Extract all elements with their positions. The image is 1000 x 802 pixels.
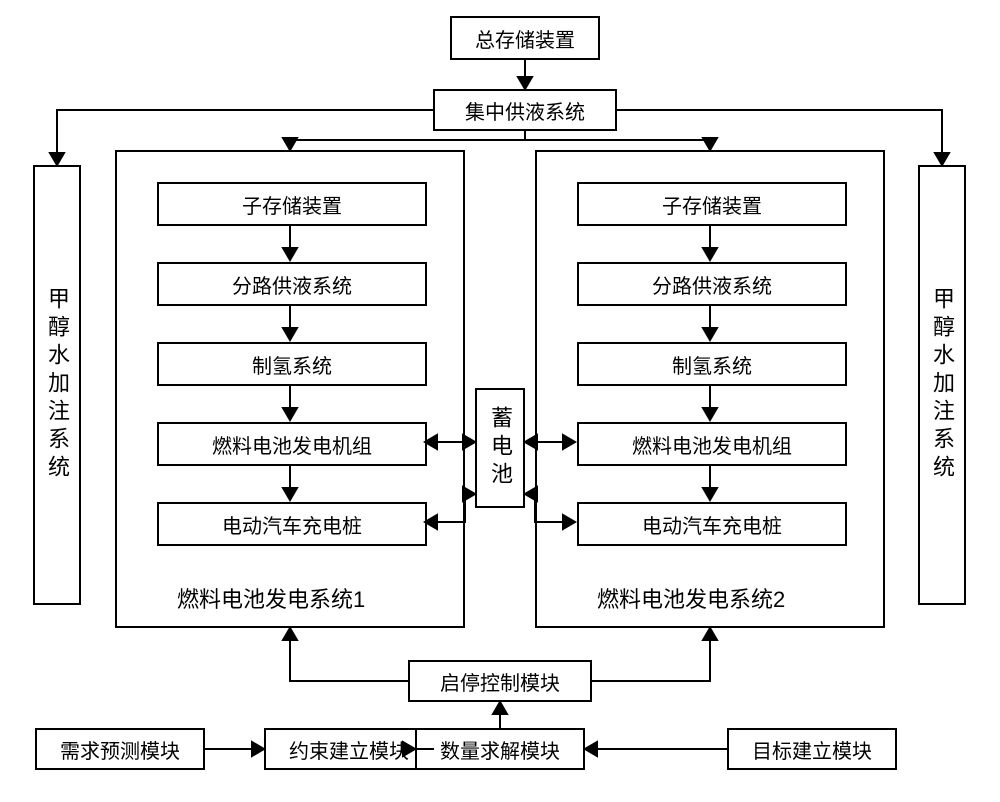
diagram-canvas: 总存储装置 集中供液系统 甲醇水加注系统 甲醇水加注系统 子存储装置 分路供液系… — [0, 0, 1000, 802]
box-hydrogen-1: 制氢系统 — [157, 342, 427, 386]
box-central-supply: 集中供液系统 — [433, 89, 617, 131]
box-start-stop: 启停控制模块 — [408, 660, 592, 702]
box-branch-supply-1: 分路供液系统 — [157, 262, 427, 306]
box-solver: 数量求解模块 — [415, 728, 585, 770]
box-objective: 目标建立模块 — [727, 728, 897, 770]
box-charger-1: 电动汽车充电桩 — [157, 502, 427, 546]
box-sub-storage-1: 子存储装置 — [157, 182, 427, 226]
label-fuelcell-system-1: 燃料电池发电系统1 — [177, 582, 365, 614]
box-total-storage: 总存储装置 — [450, 16, 600, 60]
box-battery: 蓄电池 — [475, 388, 525, 508]
box-generator-2: 燃料电池发电机组 — [577, 422, 847, 466]
box-demand-forecast: 需求预测模块 — [35, 728, 205, 770]
box-branch-supply-2: 分路供液系统 — [577, 262, 847, 306]
box-hydrogen-2: 制氢系统 — [577, 342, 847, 386]
box-methanol-left: 甲醇水加注系统 — [33, 165, 81, 605]
label-fuelcell-system-2: 燃料电池发电系统2 — [597, 582, 785, 614]
container-fuelcell-system-1: 子存储装置 分路供液系统 制氢系统 燃料电池发电机组 电动汽车充电桩 燃料电池发… — [115, 150, 465, 628]
box-methanol-right: 甲醇水加注系统 — [918, 165, 966, 605]
box-constraint: 约束建立模块 — [264, 728, 434, 770]
box-sub-storage-2: 子存储装置 — [577, 182, 847, 226]
box-generator-1: 燃料电池发电机组 — [157, 422, 427, 466]
box-charger-2: 电动汽车充电桩 — [577, 502, 847, 546]
container-fuelcell-system-2: 子存储装置 分路供液系统 制氢系统 燃料电池发电机组 电动汽车充电桩 燃料电池发… — [535, 150, 885, 628]
